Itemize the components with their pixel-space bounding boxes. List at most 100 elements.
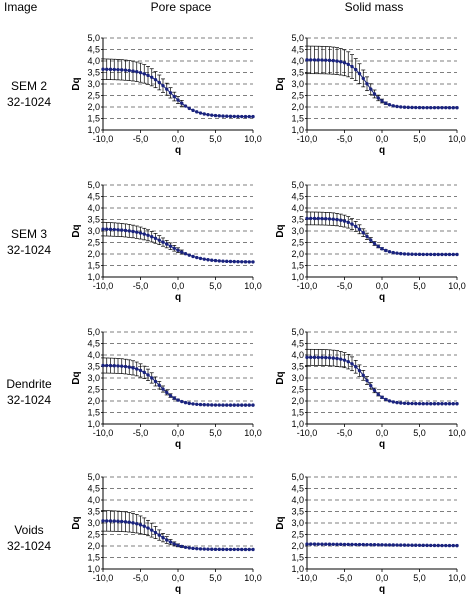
data-point [324, 542, 328, 546]
y-tick-label: 5,0 [291, 180, 304, 190]
data-point [112, 67, 116, 72]
data-point [247, 403, 251, 407]
data-point [228, 259, 233, 264]
data-point [372, 543, 377, 547]
data-point [187, 253, 191, 257]
data-point [444, 543, 448, 548]
data-point [305, 58, 309, 62]
data-point [316, 58, 320, 62]
data-point [339, 357, 343, 361]
data-point [180, 101, 184, 105]
data-point [116, 228, 120, 232]
row-label-line2: 32-1024 [6, 95, 52, 109]
y-tick-label: 4,5 [87, 192, 100, 202]
data-point [251, 403, 255, 407]
data-point [350, 542, 354, 547]
y-tick-label: 2,5 [291, 530, 304, 540]
data-point [172, 396, 176, 400]
y-tick-label: 1,5 [291, 408, 304, 418]
data-point [395, 251, 399, 255]
x-tick-label: 10,0 [448, 134, 466, 144]
data-point [202, 112, 206, 116]
y-tick-label: 4,0 [291, 350, 304, 360]
y-tick-label: 5,0 [291, 472, 304, 482]
y-tick-label: 1,0 [87, 272, 100, 282]
data-point [305, 216, 309, 221]
data-point [176, 248, 180, 252]
data-point [380, 99, 384, 103]
x-tick-label: 10,0 [448, 281, 466, 291]
y-tick-label: 4,5 [87, 484, 100, 494]
data-point [447, 105, 452, 110]
data-point [312, 216, 317, 221]
y-tick-label: 1,0 [87, 419, 100, 429]
data-point [402, 105, 407, 109]
data-point [157, 533, 161, 537]
data-point [369, 384, 373, 388]
y-tick-label: 1,5 [291, 114, 304, 124]
data-point [142, 72, 146, 76]
data-point [357, 542, 362, 547]
data-point [350, 222, 354, 226]
data-point [309, 216, 313, 221]
data-point [172, 246, 176, 250]
data-point [228, 403, 233, 407]
row-label-line2: 32-1024 [6, 539, 52, 553]
x-axis-label: q [175, 439, 181, 450]
data-point [331, 58, 335, 63]
data-point [108, 519, 113, 523]
y-tick-label: 2,5 [87, 238, 100, 248]
data-point [361, 230, 365, 235]
data-point [357, 71, 362, 76]
data-point [225, 403, 229, 407]
y-tick-label: 2,5 [291, 238, 304, 248]
data-point [436, 252, 440, 257]
y-tick-label: 1,5 [87, 261, 100, 271]
data-point [305, 355, 309, 360]
data-point [150, 528, 154, 532]
y-tick-label: 3,5 [291, 68, 304, 78]
data-point [120, 228, 124, 232]
y-tick-label: 2,0 [291, 249, 304, 259]
data-point [123, 68, 128, 72]
x-tick-label: -10,0 [93, 281, 114, 291]
y-tick-label: 3,0 [87, 518, 100, 528]
data-point [213, 547, 218, 552]
x-tick-label: -10,0 [297, 281, 318, 291]
data-point [455, 252, 459, 257]
data-point [414, 252, 418, 257]
data-point [198, 402, 203, 407]
data-point [217, 114, 221, 118]
data-point [251, 547, 255, 552]
y-tick-label: 4,0 [87, 203, 100, 213]
data-point [187, 106, 191, 111]
data-point [146, 73, 150, 78]
data-point [361, 542, 365, 547]
data-point [251, 114, 255, 119]
data-point [387, 399, 392, 403]
data-point [243, 547, 248, 552]
data-point [372, 92, 377, 96]
data-point [240, 114, 244, 119]
data-point [210, 258, 214, 262]
x-tick-label: 5,0 [209, 428, 222, 438]
y-tick-label: 1,0 [291, 272, 304, 282]
y-tick-label: 2,0 [87, 396, 100, 406]
y-axis-label: Dq [71, 516, 82, 529]
data-point [150, 75, 154, 80]
data-point [357, 227, 362, 231]
x-tick-label: 0,0 [376, 281, 389, 291]
data-point [436, 105, 440, 110]
y-tick-label: 1,0 [291, 419, 304, 429]
data-point [161, 83, 165, 88]
y-axis-label: Dq [71, 371, 82, 384]
data-point [232, 259, 236, 264]
data-point [176, 398, 180, 402]
data-point [191, 546, 195, 551]
data-point [455, 105, 459, 110]
data-point [131, 366, 135, 370]
y-tick-label: 5,0 [87, 327, 100, 337]
y-tick-label: 4,0 [291, 203, 304, 213]
data-point [210, 403, 214, 407]
chart-sem3-solid: 1,01,5 2,02,5 3,03,5 4,04,5 5,0 -10,0 -5,0 0,0 5… [275, 180, 466, 303]
